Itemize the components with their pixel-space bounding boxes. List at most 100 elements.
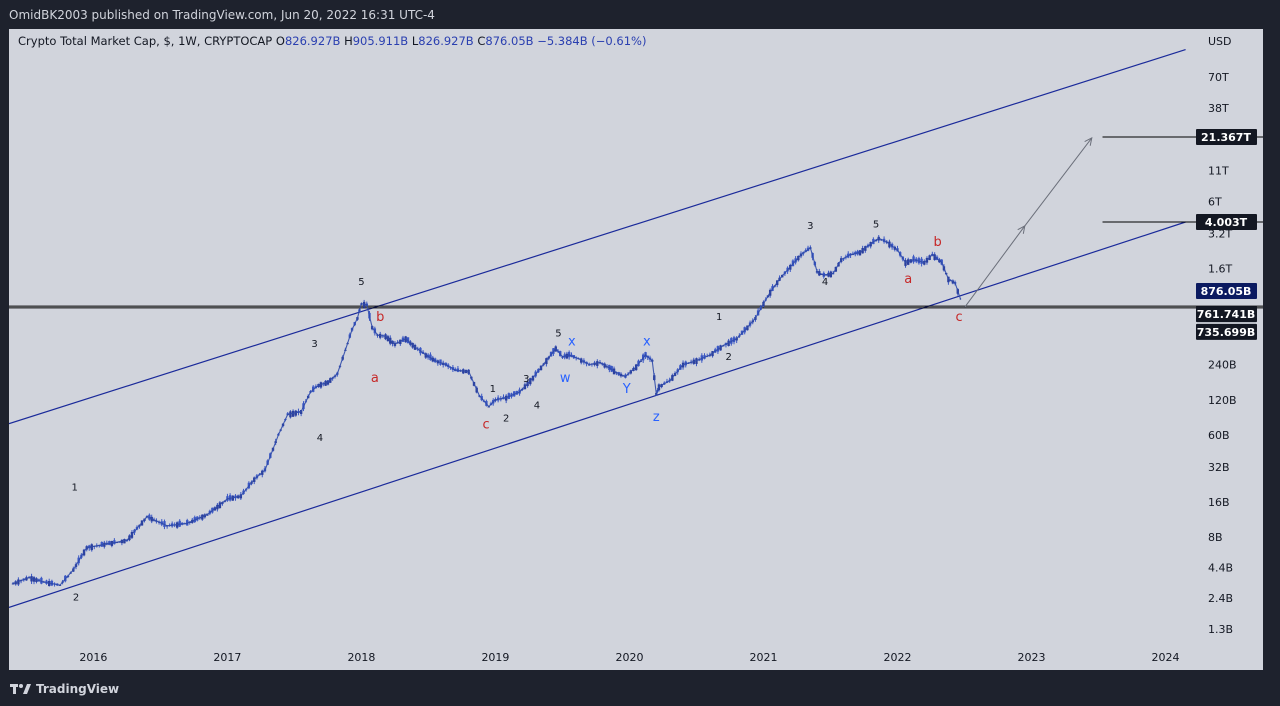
y-tick-2: 11T xyxy=(1208,165,1229,178)
series-point xyxy=(931,253,934,256)
series-point xyxy=(253,478,256,481)
series-point xyxy=(869,243,872,245)
x-tick-6: 2022 xyxy=(883,651,911,664)
series-point xyxy=(226,498,229,500)
legend-part-1: O xyxy=(276,34,285,48)
series-point xyxy=(445,363,447,366)
wave-label-6: a xyxy=(371,371,379,386)
series-point xyxy=(709,354,711,356)
y-tick-11: 8B xyxy=(1208,531,1223,544)
levels-layer xyxy=(9,136,1263,309)
price-tags-layer: 4.003T 21.367T 876.05B 761.741B 735.699B xyxy=(1196,129,1257,340)
series-point xyxy=(769,291,771,294)
series-point xyxy=(166,524,168,527)
candles-layer xyxy=(11,235,959,587)
series-point xyxy=(404,337,407,340)
series-point xyxy=(43,581,45,583)
series-point xyxy=(487,405,490,408)
series-point xyxy=(360,302,363,305)
wave-label-18: 1 xyxy=(716,312,722,323)
series-point xyxy=(494,398,497,401)
chart-legend: Crypto Total Market Cap, $, 1W, CRYPTOCA… xyxy=(18,34,646,48)
support-tag-0-box xyxy=(1196,306,1257,323)
legend-part-0: Crypto Total Market Cap, $, 1W, CRYPTOCA… xyxy=(18,34,276,48)
series-point xyxy=(624,375,627,378)
series-point xyxy=(545,359,548,362)
projection-segment-1 xyxy=(1024,137,1093,227)
series-point xyxy=(424,354,427,356)
series-point xyxy=(336,373,339,375)
legend-part-3: H xyxy=(344,34,353,48)
series-point xyxy=(317,384,320,387)
tradingview-logo-icon xyxy=(10,684,31,694)
legend-part-5: L xyxy=(412,34,419,48)
wave-label-14: w xyxy=(560,371,571,386)
wave-label-9: c xyxy=(482,418,489,433)
series-point xyxy=(286,413,289,416)
series-point xyxy=(896,249,899,251)
wave-label-13: x xyxy=(568,335,576,350)
y-tick-4: 3.2T xyxy=(1208,227,1232,240)
wave-label-3: 4 xyxy=(317,433,323,444)
series-point xyxy=(467,370,470,373)
wave-label-22: 5 xyxy=(873,219,879,230)
wave-label-2: 3 xyxy=(311,339,317,350)
y-tick-0: 70T xyxy=(1208,71,1229,84)
series-point xyxy=(155,520,158,522)
legend-part-7: C xyxy=(477,34,485,48)
channel-layer xyxy=(9,48,1186,608)
series-point xyxy=(923,261,926,264)
x-tick-8: 2024 xyxy=(1151,651,1179,664)
series-point xyxy=(371,326,373,329)
series-point xyxy=(277,434,280,436)
series-point xyxy=(394,343,396,345)
series-point xyxy=(859,251,861,254)
series-point xyxy=(644,354,647,356)
series-point xyxy=(85,546,88,549)
series-point xyxy=(954,282,956,284)
series-point xyxy=(789,266,792,268)
series-point xyxy=(735,337,738,340)
wave-label-16: x xyxy=(643,335,651,350)
series-point xyxy=(959,298,962,300)
wave-label-5: b xyxy=(376,310,384,325)
projection-segment-0 xyxy=(964,225,1026,308)
series-point xyxy=(800,253,802,256)
legend-part-8: 876.05B xyxy=(485,34,537,48)
legend-part-6: 826.927B xyxy=(418,34,477,48)
series-point xyxy=(72,568,75,571)
series-point xyxy=(668,379,671,382)
series-point xyxy=(877,237,880,240)
wave-label-8: 2 xyxy=(503,414,509,425)
series-point xyxy=(651,359,654,362)
series-point xyxy=(762,302,765,305)
channel-upper-line xyxy=(9,48,1186,425)
x-tick-5: 2021 xyxy=(749,651,777,664)
wave-label-21: 4 xyxy=(822,277,828,288)
y-tick-12: 4.4B xyxy=(1208,561,1233,574)
series-point xyxy=(568,354,570,356)
y-tick-14: 1.3B xyxy=(1208,623,1233,636)
series-point xyxy=(309,391,312,393)
series-point xyxy=(599,361,601,364)
wave-label-7: 1 xyxy=(490,384,496,395)
series-point xyxy=(822,274,825,277)
series-point xyxy=(206,513,209,516)
x-tick-2: 2018 xyxy=(347,651,375,664)
series-point xyxy=(518,391,521,393)
x-tick-7: 2023 xyxy=(1017,651,1045,664)
series-point xyxy=(617,373,620,375)
wave-label-11: 4 xyxy=(534,401,540,412)
footer-brand[interactable]: TradingView xyxy=(10,680,119,698)
wave-label-20: 3 xyxy=(807,221,813,232)
y-tick-1: 38T xyxy=(1208,102,1229,115)
wave-label-15: Y xyxy=(622,382,631,397)
series-point xyxy=(12,582,14,585)
series-point xyxy=(682,363,684,366)
series-point xyxy=(28,576,30,579)
series-point xyxy=(695,359,698,362)
series-point xyxy=(384,335,387,338)
